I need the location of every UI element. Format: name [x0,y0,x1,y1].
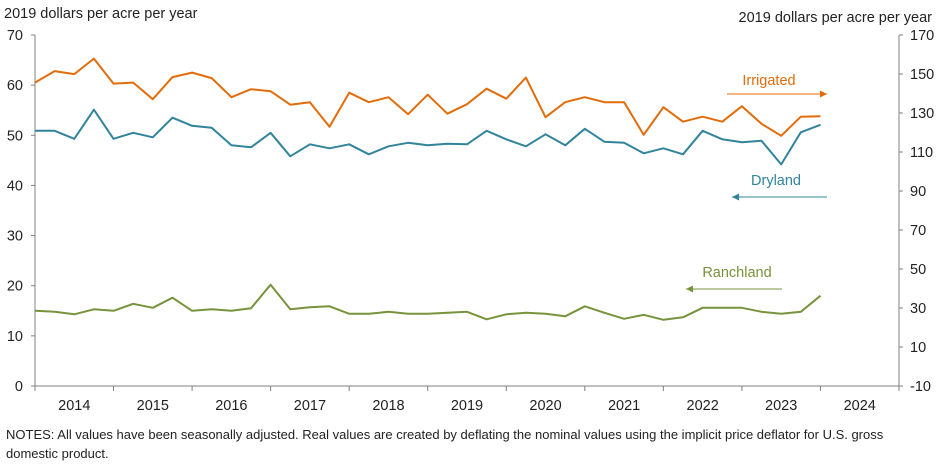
x-tick-label: 2020 [529,398,561,414]
irrigated-legend-label: Irrigated [742,73,795,89]
right-axis-label: 2019 dollars per acre per year [739,10,933,26]
legend: Irrigated Dryland Ranchland [686,73,827,293]
left-tick-label: 10 [7,329,23,345]
right-tick-label: 130 [910,106,934,122]
left-tick-label: 20 [7,279,23,295]
dryland-legend-arrowhead [732,193,739,201]
left-tick-label: 60 [7,78,23,94]
right-tick-label: 170 [910,28,934,44]
x-tick-label: 2018 [372,398,404,414]
left-tick-label: 30 [7,229,23,245]
right-tick-label: 10 [910,340,926,356]
x-axis: 2014 2015 2016 2017 2018 2019 2020 2021 2022 2023… [34,386,900,414]
x-tick-label: 2016 [215,398,247,414]
left-tick-label: 50 [7,128,23,144]
dryland-series-line [35,108,821,166]
right-tick-label: 50 [910,262,926,278]
right-tick-label: -10 [910,379,931,395]
ranchland-legend-label: Ranchland [702,265,771,281]
ranchland-legend-arrowhead [686,285,693,293]
plot-frame [34,35,900,387]
x-tick-label: 2015 [137,398,169,414]
x-tick-label: 2023 [765,398,797,414]
dryland-legend-label: Dryland [751,173,801,189]
chart-notes: NOTES: All values have been seasonally a… [6,427,884,461]
right-tick-label: 150 [910,67,934,83]
x-tick-label: 2019 [451,398,483,414]
right-tick-label: 110 [910,145,933,161]
irrigated-legend-arrowhead [820,90,827,98]
left-y-axis: 0 10 20 30 40 50 60 70 [7,28,35,395]
irrigated-series-line [34,57,821,137]
line-chart: 2019 dollars per acre per year 2019 doll… [4,6,934,414]
x-tick-label: 2024 [844,398,876,414]
ranchland-series-line [34,283,822,321]
series-lines [34,57,822,321]
left-tick-label: 70 [7,28,23,44]
x-tick-label: 2021 [608,398,640,414]
left-tick-label: 40 [7,178,23,194]
x-tick-label: 2022 [687,398,719,414]
right-tick-label: 30 [910,301,926,317]
x-tick-label: 2014 [58,398,90,414]
right-y-axis: -10 10 30 50 70 90 110 130 150 170 [899,28,934,395]
left-axis-label: 2019 dollars per acre per year [4,6,198,22]
left-tick-label: 0 [15,379,23,395]
x-tick-label: 2017 [294,398,326,414]
right-tick-label: 70 [910,223,926,239]
right-tick-label: 90 [910,184,926,200]
